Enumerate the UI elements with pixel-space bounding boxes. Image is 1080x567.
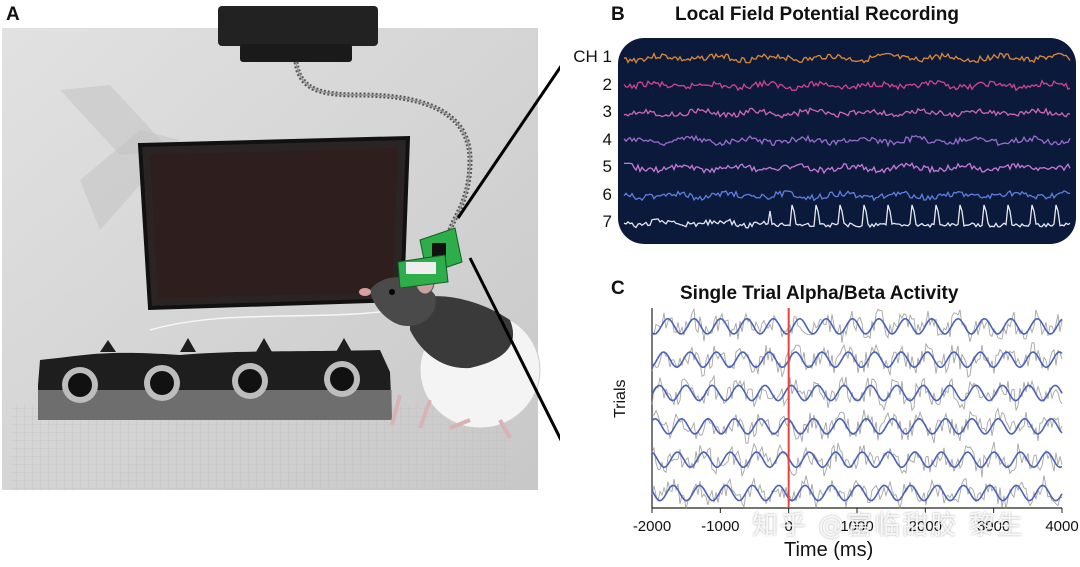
filtered-trace-4: [651, 417, 1063, 435]
channel-label-1: CH 1: [573, 47, 612, 66]
panel-c-label: C: [611, 278, 625, 299]
x-tick-label: 2000: [908, 518, 943, 535]
rat-setup-illustration: [2, 6, 560, 490]
x-tick-label: -2000: [632, 518, 672, 535]
lfp-trace-2: [623, 79, 1071, 92]
lfp-chart: [618, 38, 1076, 244]
filtered-trace-6: [651, 484, 1063, 502]
lfp-trace-1: [623, 51, 1071, 64]
panel-b-title: Local Field Potential Recording: [675, 4, 959, 25]
lfp-trace-6: [623, 189, 1071, 202]
filtered-trace-1: [651, 317, 1063, 335]
trial-chart: [651, 308, 1063, 513]
channel-label-4: 4: [602, 129, 612, 149]
raw-trace-4: [651, 407, 1063, 444]
filtered-trace-3: [651, 384, 1063, 402]
rat: [359, 269, 541, 439]
x-tick-label: 0: [784, 518, 793, 535]
x-tick-label: 4000: [1045, 518, 1079, 535]
x-tick-label: 1000: [840, 518, 874, 535]
panel-b-label: B: [611, 4, 625, 25]
channel-label-3: 3: [602, 102, 612, 121]
channel-label-6: 6: [602, 184, 612, 204]
filtered-trace-5: [651, 451, 1063, 469]
y-axis-label: Trials: [612, 379, 629, 418]
headstage: [397, 227, 463, 289]
channel-label-2: 2: [602, 74, 612, 94]
commutator: [218, 6, 378, 46]
panel-a-label: A: [6, 4, 20, 25]
x-axis-label: Time (ms): [784, 539, 874, 561]
lfp-trace-5: [623, 162, 1071, 175]
filtered-trace-2: [651, 351, 1063, 369]
nose-poke-ports: [62, 361, 360, 403]
x-tick-label: -1000: [701, 518, 740, 535]
raw-trace-3: [651, 374, 1063, 412]
watermark-text: 知乎 @富临甜胶 黎生: [752, 511, 1025, 541]
channel-label-7: 7: [602, 212, 612, 231]
x-tick-label: 3000: [976, 518, 1011, 535]
lfp-trace-4: [623, 134, 1071, 148]
lfp-trace-3: [623, 107, 1071, 119]
lfp-trace-7: [623, 204, 1071, 229]
trial-axes: [651, 308, 1062, 509]
channel-label-5: 5: [602, 157, 612, 176]
panel-c-title: Single Trial Alpha/Beta Activity: [680, 283, 959, 304]
